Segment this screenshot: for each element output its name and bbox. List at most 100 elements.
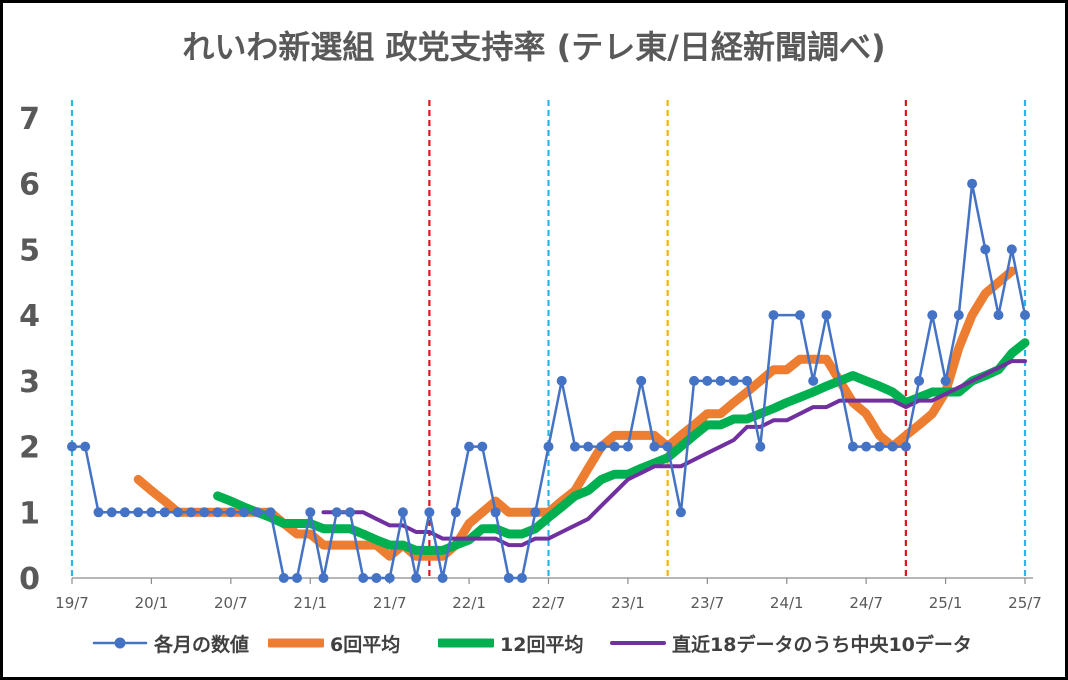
y-tick-label-0: 0 — [19, 562, 40, 597]
data-point-2 — [93, 507, 104, 518]
data-point-41 — [609, 441, 620, 452]
data-point-70 — [1020, 310, 1030, 321]
x-tick-label-3: 21/1 — [293, 594, 327, 612]
x-tick-label-8: 23/7 — [690, 594, 724, 612]
data-point-8 — [172, 507, 183, 518]
data-point-30 — [464, 441, 475, 452]
data-point-7 — [159, 507, 170, 518]
data-point-56 — [821, 310, 832, 321]
y-tick-label-2: 2 — [19, 431, 40, 466]
legend-swatch-3 — [610, 641, 666, 645]
series-line-2 — [213, 338, 1030, 555]
data-point-29 — [450, 507, 461, 518]
data-point-0 — [67, 441, 77, 452]
data-point-20 — [331, 507, 342, 518]
x-tick-label-5: 22/1 — [452, 594, 486, 612]
data-point-60 — [887, 441, 898, 452]
data-point-59 — [874, 441, 885, 452]
data-point-39 — [583, 441, 594, 452]
data-point-5 — [133, 507, 144, 518]
axes: 0 1 2 3 4 5 6 7 19/7 20/1 20/7 21/1 21/7 22/1 22/7 23/1… — [19, 102, 1042, 612]
data-point-25 — [397, 507, 408, 518]
legend-label-2: 12回平均 — [500, 633, 584, 656]
y-tick-label-5: 5 — [19, 233, 40, 268]
data-point-46 — [675, 507, 686, 518]
data-point-32 — [490, 507, 501, 518]
data-point-28 — [437, 573, 448, 583]
data-point-43 — [636, 375, 647, 386]
x-tick-label-6: 22/7 — [532, 594, 566, 612]
data-point-9 — [186, 507, 197, 518]
data-point-50 — [728, 375, 739, 386]
data-point-66 — [967, 178, 978, 189]
data-point-40 — [596, 441, 607, 452]
data-point-57 — [847, 441, 858, 452]
data-point-47 — [689, 375, 700, 386]
x-tick-label-0: 19/7 — [55, 594, 89, 612]
x-tick-label-9: 24/1 — [770, 594, 804, 612]
data-point-19 — [318, 573, 329, 583]
data-point-65 — [953, 310, 964, 321]
x-tick-label-11: 25/1 — [929, 594, 963, 612]
x-tick-label-12: 25/7 — [1008, 594, 1042, 612]
data-point-18 — [305, 507, 316, 518]
data-point-58 — [861, 441, 872, 452]
chart-title: れいわ新選組 政党支持率 (テレ東/日経新聞調べ) — [182, 28, 886, 66]
data-point-24 — [384, 573, 395, 583]
data-point-4 — [119, 507, 130, 518]
data-point-37 — [556, 375, 567, 386]
legend-swatch-0 — [92, 637, 148, 649]
data-point-17 — [292, 573, 302, 583]
data-point-10 — [199, 507, 210, 518]
x-tick-label-4: 21/7 — [373, 594, 407, 612]
data-point-35 — [530, 507, 541, 518]
data-point-15 — [265, 507, 276, 518]
data-point-53 — [768, 310, 779, 321]
x-tick-label-7: 23/1 — [611, 594, 645, 612]
legend-item-3: 直近18データのうち中央10データ — [610, 628, 972, 658]
series-line-3 — [321, 359, 1027, 548]
data-point-45 — [662, 441, 673, 452]
data-point-54 — [795, 310, 805, 321]
x-tick-label-2: 20/7 — [214, 594, 248, 612]
vertical-markers — [70, 100, 1027, 578]
data-point-26 — [411, 573, 422, 583]
data-point-27 — [424, 507, 435, 518]
x-tick-label-1: 20/1 — [135, 594, 169, 612]
data-point-12 — [225, 507, 236, 518]
data-point-6 — [146, 507, 157, 518]
data-point-14 — [252, 507, 263, 518]
y-tick-label-6: 6 — [19, 168, 40, 203]
data-point-1 — [80, 441, 91, 452]
data-point-48 — [702, 375, 713, 386]
x-tick-label-10: 24/7 — [849, 594, 883, 612]
legend-swatch-1 — [268, 638, 324, 648]
data-point-64 — [940, 375, 951, 386]
data-point-22 — [358, 573, 369, 583]
data-point-21 — [345, 507, 355, 518]
legend-item-2: 12回平均 — [438, 628, 583, 658]
y-tick-label-3: 3 — [19, 365, 40, 400]
legend-swatch-2 — [438, 638, 494, 648]
data-point-33 — [503, 573, 514, 583]
data-point-44 — [649, 441, 660, 452]
series-line-1 — [133, 266, 1017, 561]
data-point-42 — [622, 441, 633, 452]
legend-item-1: 6回平均 — [268, 628, 400, 658]
y-tick-label-1: 1 — [19, 496, 40, 531]
data-point-16 — [278, 573, 289, 583]
legend-swatch-marker-0 — [114, 637, 126, 649]
data-point-52 — [755, 441, 766, 452]
data-point-36 — [543, 441, 554, 452]
legend-item-0: 各月の数値 — [92, 628, 249, 658]
data-point-49 — [715, 375, 726, 386]
legend-label-1: 6回平均 — [330, 633, 401, 656]
series-points — [67, 178, 1030, 583]
data-point-11 — [212, 507, 223, 518]
y-tick-label-4: 4 — [19, 299, 40, 334]
data-point-67 — [980, 244, 991, 255]
data-point-31 — [477, 441, 488, 452]
y-tick-label-7: 7 — [19, 102, 40, 137]
